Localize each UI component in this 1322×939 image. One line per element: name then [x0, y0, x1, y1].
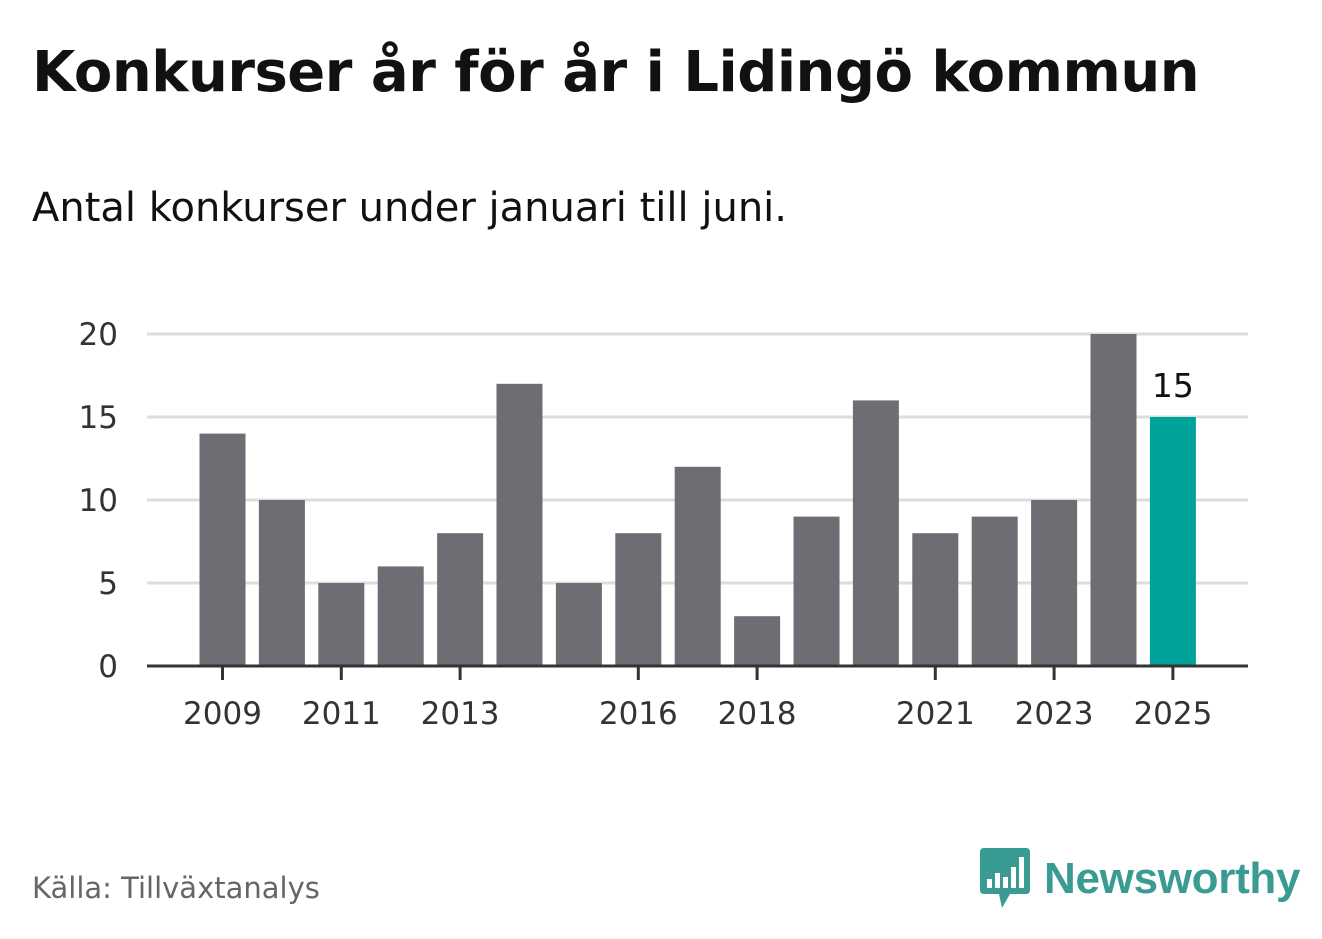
x-tick-label-2011: 2011: [302, 696, 381, 732]
x-tick-label-2025: 2025: [1133, 696, 1212, 732]
bar-2013: [437, 533, 484, 666]
bar-2010: [258, 500, 305, 666]
bar-2014: [496, 383, 543, 666]
bar-2023: [1031, 500, 1078, 666]
bar-2012: [377, 566, 424, 666]
brand-name: Newsworthy: [1044, 854, 1301, 903]
y-tick-label-20: 20: [79, 317, 118, 353]
bar-2024: [1090, 334, 1137, 666]
chart-title: Konkurser år för år i Lidingö kommun: [32, 40, 1200, 105]
bar-chart: 0 5 10 15 20 2009 2011 2013 2016 2018 2021 2023 202…: [79, 317, 1248, 732]
source-note: Källa: Tillväxtanalys: [32, 871, 320, 905]
bar-2011: [318, 583, 365, 666]
x-tick-label-2016: 2016: [599, 696, 678, 732]
bar-2017: [674, 466, 721, 666]
bar-2021: [912, 533, 959, 666]
x-tick-label-2023: 2023: [1015, 696, 1094, 732]
x-tick-label-2021: 2021: [896, 696, 975, 732]
chart-subtitle: Antal konkurser under januari till juni.: [32, 185, 787, 231]
bar-2015: [555, 583, 602, 666]
bar-chart-speech-bubble-icon: [980, 848, 1030, 908]
x-tick-label-2018: 2018: [718, 696, 797, 732]
bar-2016: [615, 533, 662, 666]
bar-2022: [971, 516, 1018, 666]
y-tick-label-15: 15: [79, 400, 118, 436]
y-tick-label-0: 0: [98, 649, 118, 685]
x-tick-label-2009: 2009: [183, 696, 262, 732]
data-label-2025: 15: [1152, 366, 1194, 405]
bar-2020: [852, 400, 899, 666]
x-tick-label-2013: 2013: [421, 696, 500, 732]
bars: [199, 334, 1196, 666]
bar-2009: [199, 433, 246, 666]
y-tick-label-5: 5: [98, 566, 118, 602]
bar-2025: [1149, 417, 1196, 666]
newsworthy-logo: Newsworthy: [980, 848, 1300, 910]
bar-2018: [734, 616, 781, 666]
data-labels: 15: [1152, 366, 1194, 405]
bar-2019: [793, 516, 840, 666]
x-axis-ticks: 2009 2011 2013 2016 2018 2021 2023 2025: [183, 666, 1212, 732]
y-tick-label-10: 10: [79, 483, 118, 519]
y-axis-tick-labels: 0 5 10 15 20: [79, 317, 118, 685]
